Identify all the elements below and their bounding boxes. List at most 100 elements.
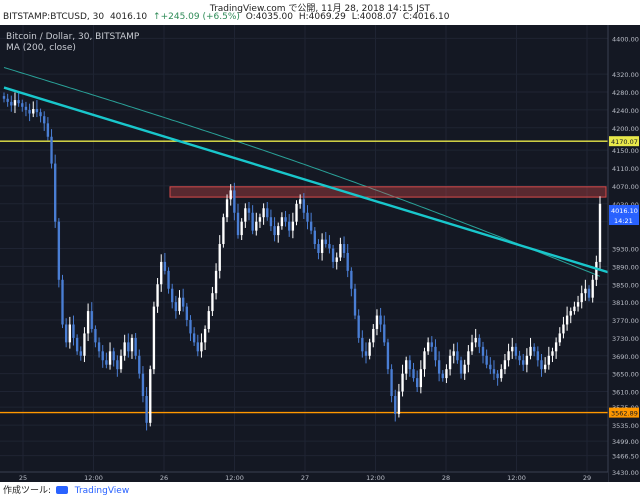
candle-body bbox=[61, 279, 64, 325]
candle-body bbox=[361, 337, 364, 352]
candle-body bbox=[163, 261, 167, 271]
candle-body bbox=[598, 203, 602, 262]
candle-body bbox=[127, 342, 130, 352]
candle-body bbox=[247, 208, 251, 213]
footer-brand[interactable]: TradingView bbox=[74, 486, 130, 496]
candle-body bbox=[536, 351, 540, 361]
chart-background bbox=[0, 25, 640, 482]
candle-body bbox=[83, 333, 86, 356]
candle-body bbox=[39, 112, 42, 117]
candle-body bbox=[595, 261, 598, 280]
candle-body bbox=[178, 297, 181, 312]
candle-body bbox=[207, 311, 210, 329]
candle-body bbox=[434, 346, 437, 361]
candle-body bbox=[335, 257, 338, 262]
candle-body bbox=[591, 279, 594, 298]
price-tick-label: 3466.50 bbox=[612, 453, 639, 461]
candle-body bbox=[43, 116, 46, 124]
high-value: H:4069.29 bbox=[298, 12, 346, 22]
candle-body bbox=[562, 324, 565, 334]
price-tick-label: 3850.00 bbox=[612, 281, 639, 289]
candle-body bbox=[470, 342, 474, 352]
candle-body bbox=[57, 221, 61, 280]
candle-body bbox=[291, 221, 295, 231]
candle-body bbox=[141, 373, 145, 397]
price-chart[interactable]: 4400.00 4320.00 4280.00 4240.00 4200.00 4150.… bbox=[0, 25, 640, 482]
candle-body bbox=[295, 203, 298, 222]
candle-body bbox=[108, 351, 112, 365]
candle-body bbox=[251, 212, 254, 231]
candle-body bbox=[390, 369, 393, 397]
candle-body bbox=[116, 360, 119, 370]
candle-body bbox=[500, 369, 503, 379]
price-axis-bg bbox=[608, 25, 640, 482]
candle-body bbox=[79, 351, 82, 356]
price-tick-label: 4150.00 bbox=[612, 147, 639, 155]
price-tick-label: 3770.00 bbox=[612, 317, 639, 325]
candle-body bbox=[298, 199, 302, 204]
price-tick-label: 3650.00 bbox=[612, 371, 639, 379]
candle-body bbox=[554, 342, 558, 352]
time-axis-bg bbox=[0, 472, 608, 482]
candle-body bbox=[394, 396, 397, 414]
candle-body bbox=[313, 230, 316, 245]
candle-body bbox=[478, 337, 481, 347]
time-tick-label: 29 bbox=[583, 474, 591, 482]
candle-body bbox=[119, 355, 123, 370]
candle-body bbox=[94, 328, 97, 343]
candle-body bbox=[569, 311, 572, 316]
price-tick-label: 3535.00 bbox=[612, 422, 639, 430]
candle-body bbox=[200, 342, 203, 352]
time-tick-label: 12:00 bbox=[507, 474, 526, 482]
current-price-tag: 4016.10 bbox=[611, 207, 638, 215]
candle-body bbox=[46, 123, 50, 137]
price-tick-label: 4030.00 bbox=[612, 201, 639, 209]
candle-body bbox=[229, 190, 232, 200]
price-tick-label: 3890.00 bbox=[612, 263, 639, 271]
price-tick-label: 4320.00 bbox=[612, 71, 639, 79]
candle-body bbox=[266, 208, 269, 218]
candle-body bbox=[412, 369, 415, 379]
candle-body bbox=[6, 98, 9, 102]
candle-body bbox=[240, 221, 243, 236]
candle-body bbox=[463, 364, 466, 374]
countdown-tag-bg bbox=[609, 215, 639, 226]
candle-body bbox=[518, 355, 521, 361]
candle-body bbox=[350, 270, 353, 289]
candle-body bbox=[587, 288, 591, 298]
candle-body bbox=[445, 369, 448, 379]
candle-body bbox=[514, 346, 518, 356]
chart-grid bbox=[0, 25, 608, 473]
candle-body bbox=[452, 351, 455, 356]
candle-body bbox=[181, 297, 185, 307]
candle-body bbox=[192, 333, 196, 343]
candle-body bbox=[218, 244, 221, 271]
candle-body bbox=[533, 346, 536, 352]
candle-body bbox=[105, 360, 108, 365]
candle-body bbox=[397, 391, 401, 414]
time-tick-label: 12:00 bbox=[84, 474, 103, 482]
candle-body bbox=[489, 364, 492, 370]
candle-body bbox=[273, 226, 276, 236]
candle-body bbox=[485, 355, 488, 365]
price-tick-label: 4110.00 bbox=[612, 165, 639, 173]
candle-body bbox=[565, 315, 569, 325]
footer-label: 作成ツール: bbox=[3, 486, 52, 496]
candle-body bbox=[529, 346, 532, 356]
candle-body bbox=[580, 293, 583, 303]
candle-body bbox=[525, 355, 529, 365]
candle-body bbox=[423, 351, 426, 370]
candle-body bbox=[372, 328, 375, 343]
candle-body bbox=[459, 360, 463, 374]
price-tick-label: 4280.00 bbox=[612, 89, 639, 97]
legend-symbol: Bitcoin / Dollar, 30, BITSTAMP bbox=[6, 32, 140, 42]
symbol-quote-line: BITSTAMP:BTCUSD, 30 4016.10 ↑+245.09 (+6… bbox=[3, 12, 640, 22]
price-tick-label: 4400.00 bbox=[612, 35, 639, 43]
candle-body bbox=[171, 288, 174, 303]
candle-body bbox=[543, 364, 547, 370]
candle-body bbox=[112, 351, 115, 361]
candle-body bbox=[576, 302, 580, 307]
time-tick-label: 25 bbox=[19, 474, 27, 482]
price-tick-label: 3930.00 bbox=[612, 246, 639, 254]
candle-body bbox=[203, 328, 207, 343]
